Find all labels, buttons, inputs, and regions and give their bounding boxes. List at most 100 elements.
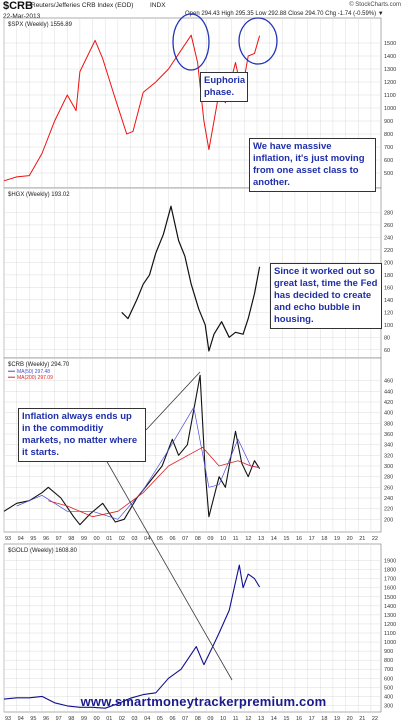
x-tick-label: 96 bbox=[43, 536, 49, 542]
y-tick-label: 900 bbox=[384, 649, 393, 655]
y-tick-label: 1300 bbox=[384, 67, 396, 73]
x-tick-label: 09 bbox=[207, 716, 213, 720]
x-tick-label: 08 bbox=[195, 716, 201, 720]
series-line bbox=[3, 564, 261, 709]
callout-euphoria: Euphoria phase. bbox=[200, 72, 248, 102]
y-tick-label: 260 bbox=[384, 485, 393, 491]
y-tick-label: 340 bbox=[384, 443, 393, 449]
x-tick-label: 19 bbox=[334, 716, 340, 720]
y-tick-label: 100 bbox=[384, 323, 393, 329]
x-tick-label: 99 bbox=[81, 716, 87, 720]
x-tick-label: 00 bbox=[94, 536, 100, 542]
peak-ellipse-2000 bbox=[172, 13, 210, 71]
y-tick-label: 900 bbox=[384, 119, 393, 125]
y-tick-label: 60 bbox=[384, 348, 390, 354]
legend-entry: MA(200) 297.09 bbox=[17, 375, 53, 381]
x-tick-label: 12 bbox=[245, 536, 251, 542]
x-tick-label: 20 bbox=[347, 536, 353, 542]
x-tick-label: 02 bbox=[119, 716, 125, 720]
panel-label: $HGX (Weekly) 193.02 bbox=[8, 192, 70, 198]
y-tick-label: 180 bbox=[384, 273, 393, 279]
x-tick-label: 20 bbox=[347, 716, 353, 720]
x-tick-label: 08 bbox=[195, 536, 201, 542]
y-tick-label: 1500 bbox=[384, 595, 396, 601]
y-tick-label: 1600 bbox=[384, 586, 396, 592]
y-tick-label: 500 bbox=[384, 685, 393, 691]
x-tick-label: 97 bbox=[56, 536, 62, 542]
peak-ellipse-2007 bbox=[238, 17, 278, 65]
y-tick-label: 1800 bbox=[384, 568, 396, 574]
y-tick-label: 1900 bbox=[384, 559, 396, 565]
y-tick-label: 1000 bbox=[384, 640, 396, 646]
x-tick-label: 98 bbox=[68, 536, 74, 542]
callout-commodity: Inflation always ends up in the commodit… bbox=[18, 408, 146, 462]
y-tick-label: 700 bbox=[384, 145, 393, 151]
series-line bbox=[121, 205, 261, 352]
y-tick-label: 500 bbox=[384, 171, 393, 177]
x-tick-label: 04 bbox=[144, 536, 150, 542]
x-tick-label: 22 bbox=[372, 536, 378, 542]
pointer-line-peak bbox=[145, 371, 201, 431]
x-tick-label: 05 bbox=[157, 716, 163, 720]
x-tick-label: 05 bbox=[157, 536, 163, 542]
x-tick-label: 18 bbox=[321, 716, 327, 720]
panel-label: $SPX (Weekly) 1556.89 bbox=[8, 22, 73, 28]
x-tick-label: 14 bbox=[271, 536, 277, 542]
x-tick-label: 11 bbox=[233, 716, 239, 720]
x-tick-label: 06 bbox=[169, 716, 175, 720]
x-tick-label: 02 bbox=[119, 536, 125, 542]
y-tick-label: 400 bbox=[384, 411, 393, 417]
stockcharts-brand: © StockCharts.com bbox=[349, 2, 401, 8]
y-tick-label: 220 bbox=[384, 248, 393, 254]
x-tick-label: 21 bbox=[359, 536, 365, 542]
x-tick-label: 07 bbox=[182, 536, 188, 542]
y-tick-label: 1100 bbox=[384, 631, 396, 637]
y-tick-label: 200 bbox=[384, 260, 393, 266]
y-tick-label: 1400 bbox=[384, 54, 396, 60]
x-tick-label: 94 bbox=[18, 536, 24, 542]
x-tick-label: 16 bbox=[296, 716, 302, 720]
y-tick-label: 280 bbox=[384, 475, 393, 481]
x-tick-label: 13 bbox=[258, 716, 264, 720]
x-tick-label: 10 bbox=[220, 716, 226, 720]
x-tick-label: 01 bbox=[106, 536, 112, 542]
y-tick-label: 1700 bbox=[384, 577, 396, 583]
x-tick-label: 03 bbox=[132, 536, 138, 542]
watermark: www.smartmoneytrackerpremium.com bbox=[80, 694, 327, 709]
y-tick-label: 420 bbox=[384, 400, 393, 406]
x-tick-label: 00 bbox=[94, 716, 100, 720]
chart-symbol: $CRB bbox=[3, 0, 33, 12]
x-tick-label: 17 bbox=[309, 536, 315, 542]
x-tick-label: 15 bbox=[283, 536, 289, 542]
x-tick-label: 12 bbox=[245, 716, 251, 720]
x-tick-label: 03 bbox=[132, 716, 138, 720]
x-tick-label: 04 bbox=[144, 716, 150, 720]
x-tick-label: 94 bbox=[18, 716, 24, 720]
chart-exchange: INDX bbox=[150, 2, 166, 9]
x-tick-label: 01 bbox=[106, 716, 112, 720]
x-tick-label: 95 bbox=[30, 716, 36, 720]
y-tick-label: 1300 bbox=[384, 613, 396, 619]
panel-frame bbox=[3, 543, 382, 713]
y-tick-label: 1200 bbox=[384, 80, 396, 86]
y-tick-label: 1200 bbox=[384, 622, 396, 628]
y-tick-label: 300 bbox=[384, 703, 393, 709]
x-tick-label: 19 bbox=[334, 536, 340, 542]
callout-inflation: We have massive inflation, it's just mov… bbox=[249, 138, 376, 192]
x-tick-label: 22 bbox=[372, 716, 378, 720]
y-tick-label: 80 bbox=[384, 335, 390, 341]
x-tick-label: 07 bbox=[182, 716, 188, 720]
chart-ohlc: Open 294.43 High 295.35 Low 292.88 Close… bbox=[185, 11, 384, 17]
chart-name: Reuters/Jefferies CRB Index (EOD) bbox=[31, 2, 134, 9]
y-tick-label: 320 bbox=[384, 453, 393, 459]
x-tick-label: 95 bbox=[30, 536, 36, 542]
y-tick-label: 1400 bbox=[384, 604, 396, 610]
series-line bbox=[3, 374, 261, 526]
y-tick-label: 280 bbox=[384, 210, 393, 216]
callout-housing: Since it worked out so great last, time … bbox=[270, 263, 382, 329]
legend-entry: MA(50) 297.48 bbox=[17, 369, 50, 375]
series-line bbox=[16, 406, 260, 520]
x-tick-label: 13 bbox=[258, 536, 264, 542]
